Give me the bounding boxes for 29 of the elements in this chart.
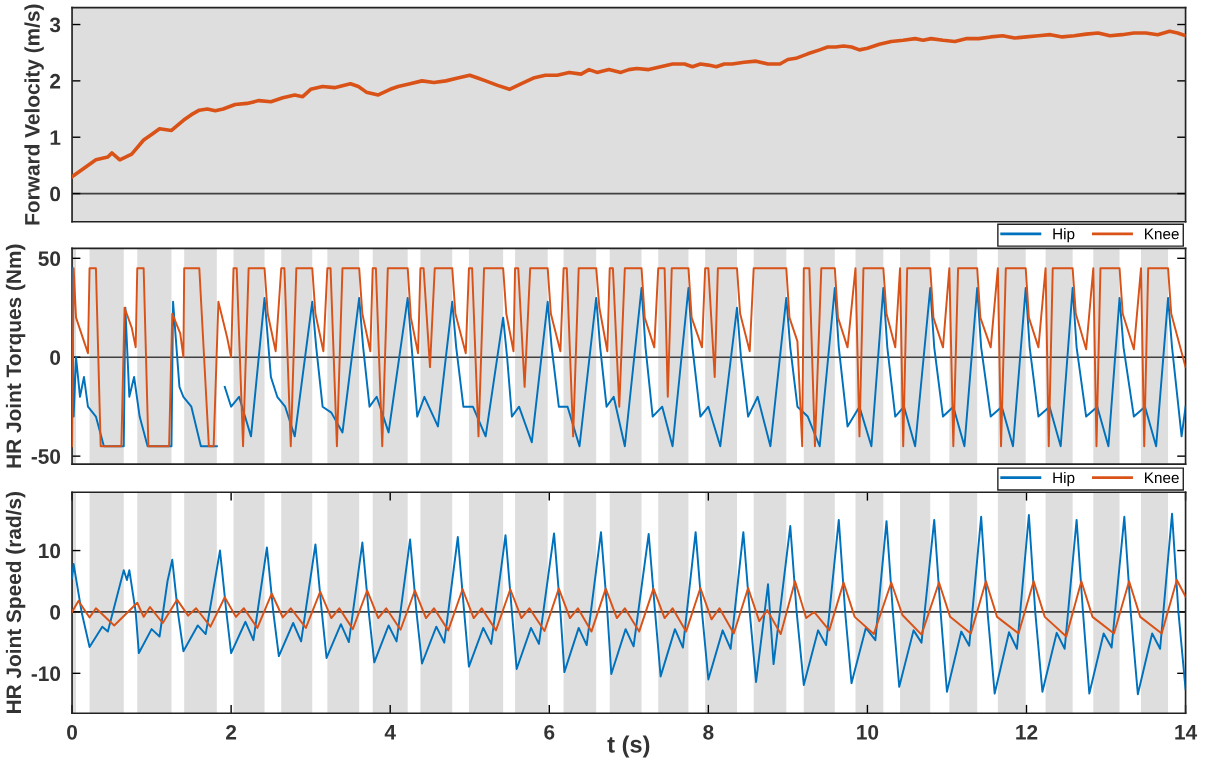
legend-label: Knee xyxy=(1145,228,1179,240)
x-tick-label: 2 xyxy=(226,724,237,740)
y-axis-title: HR Joint Speed (rad/s) xyxy=(5,492,26,714)
y-tick-label: -50 xyxy=(31,449,61,464)
y-tick-label: 1 xyxy=(50,130,61,145)
y-tick-label: 2 xyxy=(50,73,61,89)
y-axis-title: HR Joint Torques (Nm) xyxy=(5,244,26,468)
x-tick-label: 0 xyxy=(67,724,77,740)
y-tick-label: 3 xyxy=(49,17,61,33)
y-axis-title: Forward Velocity (m/s) xyxy=(24,4,44,225)
line-series xyxy=(72,512,1186,696)
y-tick-label: -10 xyxy=(31,666,61,682)
x-tick-label: 4 xyxy=(384,725,396,740)
x-tick-label: 8 xyxy=(703,724,714,740)
line-series xyxy=(72,29,1186,179)
y-tick-label: 0 xyxy=(50,350,61,365)
x-tick-label: 6 xyxy=(544,724,555,740)
x-tick-label: 10 xyxy=(857,724,879,740)
y-tick-label: 50 xyxy=(38,251,61,267)
line-series xyxy=(72,579,1186,638)
legend-label: Knee xyxy=(1145,472,1179,484)
y-tick-label: 0 xyxy=(50,186,61,202)
y-tick-label: 0 xyxy=(50,604,61,620)
x-tick-label: 14 xyxy=(1175,725,1198,740)
x-tick-label: 12 xyxy=(1016,724,1038,740)
y-tick-label: 10 xyxy=(39,543,61,559)
legend-label: Hip xyxy=(1053,228,1075,243)
x-axis-title: t (s) xyxy=(607,735,650,758)
legend-label: Hip xyxy=(1053,471,1075,487)
